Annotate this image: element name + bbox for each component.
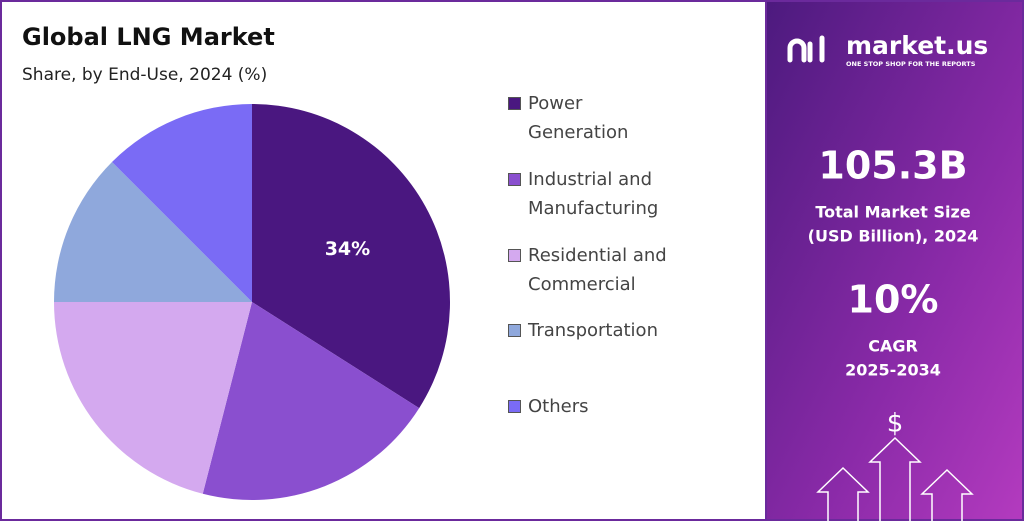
legend-item: Transportation [508, 316, 748, 345]
chart-subtitle: Share, by End-Use, 2024 (%) [22, 65, 267, 85]
legend-swatch [508, 173, 521, 186]
logo-icon [787, 35, 825, 63]
pie-slice [54, 302, 252, 494]
cagr-label: 2025-2034 [845, 361, 941, 380]
chart-title: Global LNG Market [22, 23, 275, 51]
legend-item: Residential and Commercial [508, 241, 688, 299]
pie-slice [54, 161, 252, 302]
cagr: 10% [848, 278, 939, 322]
market-size-label: (USD Billion), 2024 [808, 227, 979, 246]
market-size: 105.3B [818, 144, 967, 188]
cagr-label: CAGR [868, 337, 918, 356]
tagline: ONE STOP SHOP FOR THE REPORTS [846, 60, 976, 68]
legend-item: Power Generation [508, 89, 638, 147]
legend-label: Power Generation [528, 93, 629, 143]
legend-swatch [508, 97, 521, 110]
legend-label: Industrial and Manufacturing [528, 169, 659, 219]
brand: market.us [846, 31, 988, 60]
legend-swatch [508, 324, 521, 337]
pie-slice [252, 104, 451, 409]
market-size-label: Total Market Size [815, 203, 970, 222]
legend-item: Industrial and Manufacturing [508, 165, 678, 223]
pie-slice [111, 104, 252, 302]
legend-swatch [508, 249, 521, 262]
legend-swatch [508, 400, 521, 413]
side-panel [766, 0, 1024, 521]
legend-item: Others [508, 392, 748, 421]
legend-label: Transportation [528, 320, 658, 341]
arrow-icons [816, 436, 974, 521]
pie-slice [202, 302, 420, 501]
legend-label: Others [528, 396, 589, 417]
legend-label: Residential and Commercial [528, 245, 667, 295]
dollar-icon: $ [887, 409, 904, 439]
data-label: 34% [325, 238, 370, 260]
